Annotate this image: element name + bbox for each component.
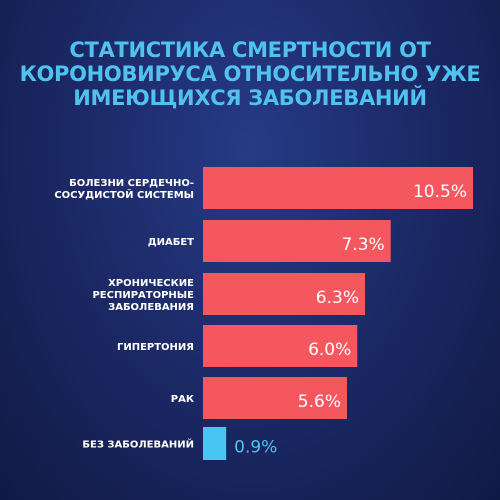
value-label-3: 6.0% <box>308 340 351 360</box>
bar-5 <box>203 427 227 460</box>
value-label-0: 10.5% <box>413 182 467 202</box>
value-label-2: 6.3% <box>316 288 359 308</box>
category-label-5: БЕЗ ЗАБОЛЕВАНИЙ <box>82 438 194 451</box>
category-label-2: ХРОНИЧЕСКИЕ РЕСПИРАТОРНЫЕ ЗАБОЛЕВАНИЯ <box>92 278 194 313</box>
chart-title-line-3: ИМЕЮЩИХСЯ ЗАБОЛЕВАНИЙ <box>73 86 427 110</box>
value-label-4: 5.6% <box>298 392 341 412</box>
value-label-1: 7.3% <box>342 235 385 255</box>
bar-1 <box>203 220 391 262</box>
value-label-5: 0.9% <box>234 438 277 458</box>
category-label-0: БОЛЕЗНИ СЕРДЕЧНО-СОСУДИСТОЙ СИСТЕМЫ <box>54 178 194 201</box>
category-label-3: ГИПЕРТОНИЯ <box>117 342 194 353</box>
category-label-1: ДИАБЕТ <box>148 237 194 248</box>
bar-3 <box>203 325 358 367</box>
category-label-4: РАК <box>171 394 195 405</box>
chart-title-line-2: КОРОНОВИРУСА ОТНОСИТЕЛЬНО УЖЕ <box>19 62 481 86</box>
bar-0 <box>203 167 473 209</box>
bar-4 <box>203 377 347 419</box>
chart-title: СТАТИСТИКА СМЕРТНОСТИ ОТ КОРОНОВИРУСА ОТ… <box>0 38 500 110</box>
chart-title-line-1: СТАТИСТИКА СМЕРТНОСТИ ОТ <box>69 38 431 62</box>
bar-2 <box>203 273 365 315</box>
